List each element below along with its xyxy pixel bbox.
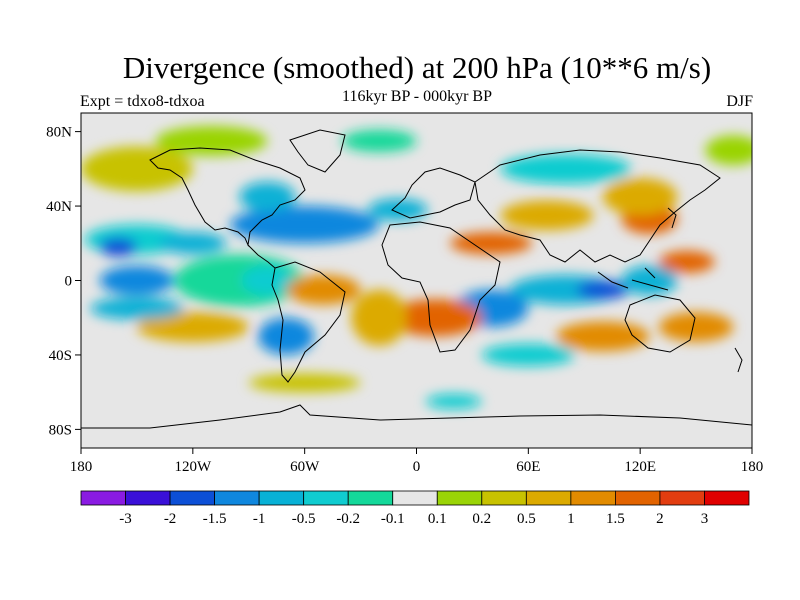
colorbar: -3 -2 -1.5 -1 -0.5 -0.2 -0.1 0.1 0.2 0.5 1 1.5 2 3	[80, 490, 750, 527]
experiment-label: Expt = tdxo8-tdxoa	[80, 93, 205, 110]
field-anomaly-12	[602, 178, 678, 216]
colorbar-label: 0.5	[517, 511, 536, 527]
colorbar-swatch	[80, 490, 126, 506]
longitude-axis: 180 120W 60W 0 60E 120E 180	[70, 448, 764, 475]
map-plot-area	[80, 112, 753, 449]
coastline-antarctica	[81, 404, 752, 429]
divergence-field	[81, 126, 752, 409]
colorbar-label: -2	[164, 511, 177, 527]
coastline-central-america	[247, 244, 276, 269]
lon-tick-label: 60W	[290, 459, 320, 475]
colorbar-swatch	[615, 490, 661, 506]
field-anomaly-20	[388, 299, 482, 337]
field-anomaly-14	[576, 280, 629, 300]
colorbar-label: -1.5	[203, 511, 227, 527]
colorbar-swatch	[392, 490, 438, 506]
colorbar-swatch	[704, 490, 750, 506]
colorbar-swatch	[214, 490, 260, 506]
field-anomaly-25	[658, 312, 734, 342]
lon-tick-label: 0	[413, 459, 421, 475]
lon-tick-label: 120E	[624, 459, 656, 475]
colorbar-label: -0.2	[336, 511, 360, 527]
coastline-australia	[624, 294, 696, 353]
field-anomaly-6	[230, 206, 380, 244]
field-anomaly-29	[81, 146, 193, 192]
coastline-greenland	[289, 129, 346, 173]
lon-tick-label: 180	[741, 459, 764, 475]
field-anomaly-10	[500, 200, 594, 231]
field-anomaly-8	[368, 198, 428, 221]
season-label: DJF	[726, 93, 753, 110]
field-anomaly-5	[241, 265, 294, 296]
latitude-axis: 80N 40N 0 40S 80S	[46, 125, 81, 438]
field-anomaly-28	[425, 394, 482, 409]
lat-tick-label: 40N	[46, 199, 72, 215]
lat-tick-label: 0	[65, 274, 73, 290]
colorbar-label: 0.2	[472, 511, 491, 527]
lon-tick-label: 60E	[516, 459, 540, 475]
colorbar-label: 1	[567, 511, 575, 527]
colorbar-swatch	[125, 490, 171, 506]
lon-tick-label: 180	[70, 459, 93, 475]
colorbar-swatch	[303, 490, 349, 506]
coastlines	[81, 129, 752, 429]
field-anomaly-17	[286, 274, 361, 305]
field-anomaly-16	[658, 250, 715, 274]
field-anomaly-18	[258, 317, 314, 355]
lat-tick-label: 80S	[49, 422, 72, 438]
coastline-new-zealand	[734, 347, 743, 373]
field-anomaly-31	[341, 129, 417, 153]
field-anomaly-32	[500, 153, 631, 184]
field-anomaly-21	[351, 289, 408, 346]
field-anomaly-9	[450, 232, 533, 255]
colorbar-label: 3	[701, 511, 709, 527]
colorbar-label: -1	[253, 511, 266, 527]
coastline-south-america	[271, 261, 346, 383]
field-anomaly-7	[239, 181, 296, 212]
colorbar-label: 1.5	[606, 511, 625, 527]
coastline-japan	[667, 207, 677, 229]
field-anomaly-15	[621, 265, 678, 296]
lat-tick-label: 40S	[49, 348, 72, 364]
field-anomaly-4	[99, 265, 175, 296]
coastline-north-america	[149, 147, 306, 247]
colorbar-swatch	[659, 490, 705, 506]
field-anomaly-33	[705, 135, 752, 166]
colorbar-swatch	[525, 490, 572, 506]
coastline-indonesia	[597, 267, 669, 291]
colorbar-label: 0.1	[428, 511, 447, 527]
period-label: 116kyr BP - 000kyr BP	[342, 88, 492, 105]
colorbar-swatch	[570, 490, 616, 506]
lat-tick-label: 80N	[46, 125, 72, 141]
chart-title: Divergence (smoothed) at 200 hPa (10**6 …	[122, 50, 712, 85]
colorbar-label: -3	[119, 511, 132, 527]
colorbar-swatch	[481, 490, 527, 506]
colorbar-swatch	[169, 490, 215, 506]
field-anomaly-23	[90, 297, 184, 320]
coastline-asia	[474, 149, 721, 263]
field-anomaly-27	[248, 373, 361, 393]
colorbar-label: -0.5	[292, 511, 316, 527]
field-anomaly-26	[481, 343, 575, 367]
field-anomaly-30	[155, 126, 268, 156]
field-anomaly-2	[99, 237, 137, 257]
field-anomaly-22	[136, 312, 249, 342]
colorbar-swatch	[436, 490, 483, 506]
colorbar-swatch	[347, 490, 394, 506]
field-anomaly-24	[556, 321, 650, 352]
colorbar-swatch	[258, 490, 305, 506]
lon-tick-label: 120W	[174, 459, 212, 475]
field-anomaly-1	[159, 232, 227, 255]
coastline-africa	[381, 221, 501, 353]
colorbar-label: 2	[656, 511, 664, 527]
colorbar-label: -0.1	[381, 511, 405, 527]
